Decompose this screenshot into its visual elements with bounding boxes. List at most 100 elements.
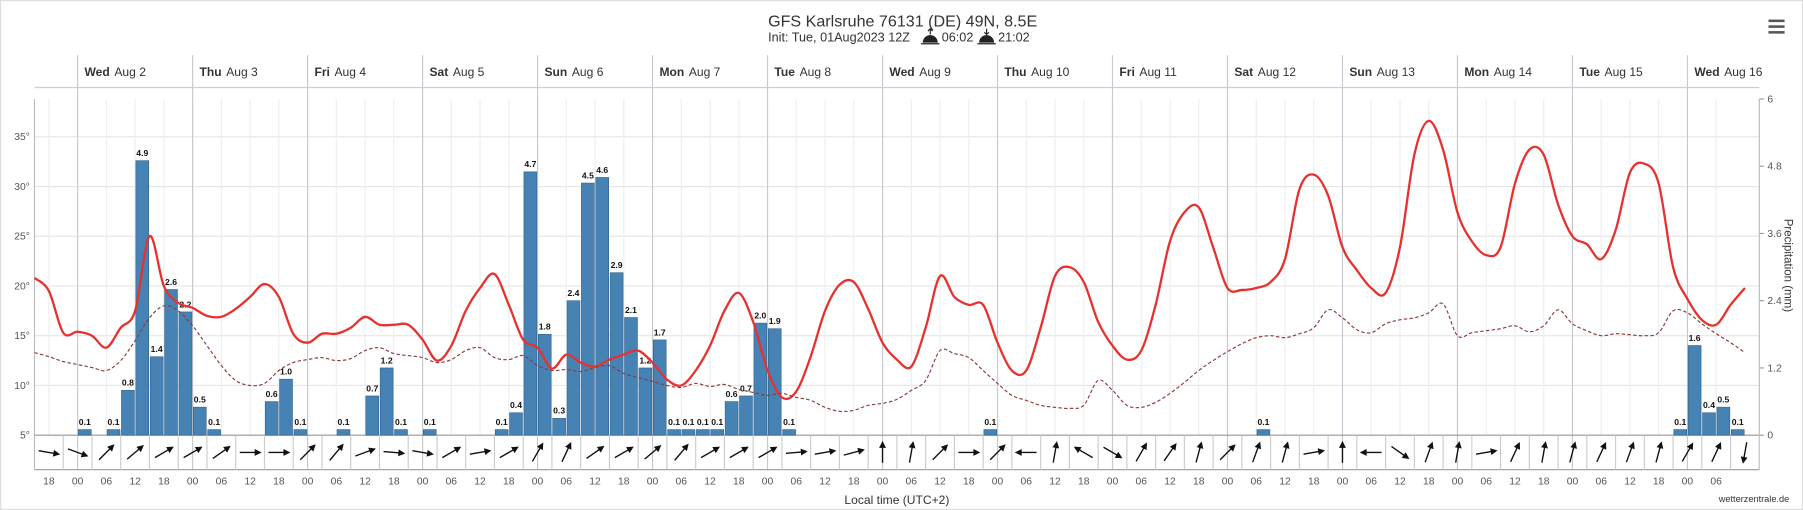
precip-bar [494,429,509,436]
precip-bar [121,390,135,436]
precip-bar [1716,406,1731,436]
day-weekday: Thu [200,65,222,79]
day-date: Aug 2 [114,65,146,79]
wind-arrow [1541,441,1548,463]
day-weekday: Thu [1004,65,1026,79]
wind-arrow [1424,441,1434,463]
precip-bar [609,272,624,436]
day-weekday: Sun [1349,65,1372,79]
x-tick-label: 12 [589,477,601,488]
wind-arrow [299,444,316,461]
wind-arrow [239,448,262,456]
precip-bar [566,300,581,436]
day-date: Aug 9 [919,65,951,79]
x-tick-label: 06 [1250,477,1262,488]
wind-arrow-head [484,448,492,456]
x-tick-label: 12 [1049,477,1061,488]
precip-label: 4.6 [596,165,608,175]
precip-bar [552,418,566,436]
day-label: Tue Aug 8 [774,65,831,79]
wind-arrow [1135,442,1147,462]
x-tick-label: 18 [388,477,400,488]
y-tick-label: 35° [14,132,30,143]
wind-arrow-head [1359,448,1367,456]
wind-arrow-head [973,448,981,456]
wind-arrow [412,449,434,457]
day-weekday: Fri [314,65,329,79]
day-label: Thu Aug 3 [200,65,259,79]
wind-arrow [1303,448,1326,456]
day-label: Fri Aug 11 [1119,65,1177,79]
x-axis-title: Local time (UTC+2) [844,493,949,507]
x-tick-label: 06 [446,477,458,488]
precip-bar [753,322,768,436]
y-tick-label: 5° [20,431,30,442]
precip-label: 0.1 [338,417,350,427]
wind-arrow [499,446,519,459]
precip-bar [537,334,552,436]
chart-title: GFS Karlsruhe 76131 (DE) 49N, 8.5E [768,12,1037,30]
menu-button[interactable] [1768,19,1785,34]
precip-label: 0.4 [1703,400,1715,410]
y2-tick-label: 0 [1767,431,1773,442]
wind-arrow [1252,441,1262,463]
wind-arrow-head [1686,442,1694,451]
day-weekday: Wed [889,65,914,79]
wind-arrow-head [166,446,174,454]
x-tick-label: 12 [1279,477,1291,488]
precip-bar [523,171,538,436]
wind-arrow [329,443,344,461]
wind-arrow [1163,443,1177,462]
wind-arrow [1711,442,1722,463]
wind-arrow [614,446,634,459]
precip-bar [595,177,610,436]
precip-label: 2.1 [625,305,637,315]
precip-label: 2.2 [179,299,191,309]
precip-bar [293,429,308,436]
precip-bar [264,401,279,436]
wind-arrow [1655,441,1664,463]
precip-label: 2.4 [568,288,580,298]
wind-arrow-head [1317,448,1326,456]
wind-arrow-head [453,446,462,454]
x-tick-label: 12 [244,477,256,488]
wind-arrow-head [596,445,605,453]
day-label: Mon Aug 14 [1464,65,1532,79]
precip-label: 0.5 [194,395,206,405]
wind-arrow-head [368,447,376,455]
x-tick-label: 12 [819,477,831,488]
precip-bar [207,429,221,436]
day-date: Aug 7 [689,65,721,79]
x-tick-label: 18 [1538,477,1550,488]
precip-label: 0.6 [726,389,738,399]
day-weekday: Mon [1464,65,1489,79]
wind-arrow-head [1052,441,1060,449]
day-date: Aug 12 [1258,65,1297,79]
wind-arrow-head [426,449,434,457]
y-tick-label: 30° [14,182,30,193]
wind-arrow [1195,441,1204,463]
wind-arrow-head [626,446,634,454]
precip-label: 1.8 [539,322,551,332]
wind-arrow-head [536,442,544,451]
x-tick-label: 00 [1337,477,1349,488]
wind-arrow [843,447,865,456]
x-tick-label: 00 [302,477,314,488]
wind-arrow [1475,448,1498,456]
precip-label: 0.3 [553,406,565,416]
wind-arrow [1339,440,1346,463]
wind-arrow-head [741,446,749,454]
x-tick-label: 00 [187,477,199,488]
precip-label: 1.0 [280,367,292,377]
day-label: Tue Aug 15 [1579,65,1643,79]
precip-bar [509,412,523,436]
wind-arrow-head [80,450,89,458]
x-tick-label: 06 [1021,477,1033,488]
x-tick-label: 00 [1452,477,1464,488]
x-tick-label: 18 [1193,477,1205,488]
wind-arrow [383,449,406,457]
wind-arrow-head [194,446,203,454]
precip-bar [279,378,293,436]
wind-arrow [67,448,89,458]
